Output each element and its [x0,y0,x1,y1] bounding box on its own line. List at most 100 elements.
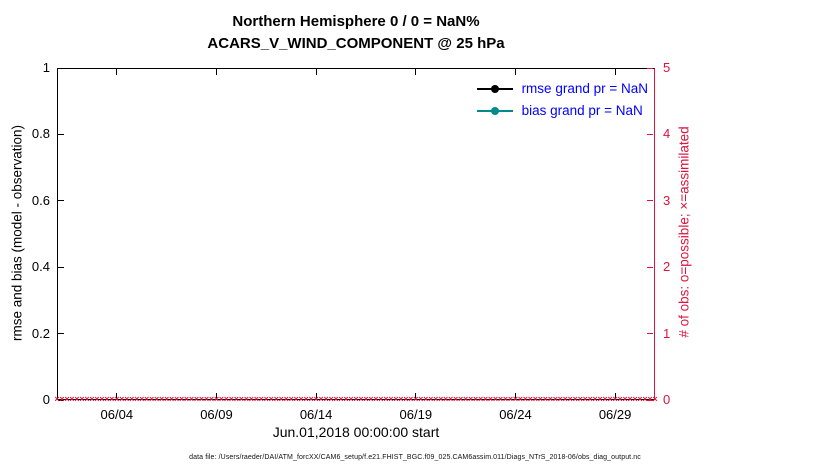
left-y-tick-mark [58,399,64,401]
obs-count-marker: × [283,394,289,404]
obs-count-marker: × [567,394,573,404]
obs-count-marker: × [338,394,344,404]
right-y-tick-label: 3 [663,192,671,208]
right-y-tick-mark [647,133,653,135]
obs-count-marker: × [154,394,160,404]
right-y-tick-mark [647,67,653,69]
obs-count-marker: × [139,394,145,404]
legend: rmse grand pr = NaN bias grand pr = NaN [476,81,648,118]
obs-count-marker: × [94,394,100,404]
obs-count-marker: × [173,394,180,404]
obs-count-marker: × [378,394,384,404]
obs-count-marker: × [208,394,215,404]
obs-count-marker: × [622,394,628,404]
x-tick-mark-top [315,69,317,75]
obs-count-marker: × [592,394,598,404]
obs-count-marker: × [408,394,414,404]
obs-count-marker: × [353,394,359,404]
obs-count-marker: × [602,394,608,404]
obs-count-marker: × [532,394,539,404]
obs-count-marker: × [288,394,294,404]
obs-count-marker: × [159,394,165,404]
obs-count-marker: × [492,394,499,404]
right-y-axis-label: # of obs: o=possible; ×=assimilated [676,126,692,338]
obs-count-marker: × [104,394,110,404]
x-tick-mark-top [614,69,616,75]
obs-count-marker: × [64,394,70,404]
obs-count-marker: × [273,394,279,404]
obs-count-marker: × [178,394,185,404]
obs-count-marker: × [552,394,558,404]
right-y-tick-label: 1 [663,325,671,341]
obs-count-marker: × [497,394,504,404]
obs-count-marker: × [99,394,105,404]
x-tick-label: 06/29 [598,407,632,422]
legend-item-rmse: rmse grand pr = NaN [476,81,648,96]
x-tick-mark-top [514,69,516,75]
obs-count-marker: × [258,394,264,404]
obs-count-marker: × [423,394,429,404]
obs-count-marker: × [188,394,195,404]
obs-count-marker: × [218,394,225,404]
obs-count-marker: × [577,394,583,404]
right-y-tick-label: 4 [663,126,671,142]
obs-count-marker: × [69,394,75,404]
obs-count-marker: × [542,394,548,404]
obs-count-marker: × [472,394,479,404]
obs-count-marker: × [333,394,339,404]
obs-count-marker: × [502,394,509,404]
obs-count-marker: × [448,394,454,404]
right-y-tick-label: 2 [663,259,671,275]
left-y-tick-label: 0.6 [31,192,50,208]
x-tick-mark-top [215,69,217,75]
obs-count-marker: × [293,394,299,404]
right-y-tick-mark [647,266,653,268]
x-tick-mark [415,393,417,399]
obs-count-marker: × [443,394,449,404]
obs-count-marker: × [278,394,284,404]
legend-item-bias: bias grand pr = NaN [476,103,643,118]
obs-count-marker: × [642,394,648,404]
obs-count-marker: × [323,394,329,404]
x-tick-label: 06/19 [399,407,433,422]
obs-count-marker: × [343,394,349,404]
obs-count-marker: × [198,394,205,404]
obs-count-marker: × [318,394,324,404]
obs-count-marker: × [348,394,354,404]
obs-count-marker: × [363,394,369,404]
x-tick-label: 06/24 [499,407,532,422]
obs-count-marker: × [373,394,379,404]
obs-count-marker: × [213,394,220,404]
obs-count-marker: × [149,394,155,404]
x-tick-mark [116,393,118,399]
obs-count-marker: × [183,394,190,404]
obs-count-marker: × [572,394,578,404]
obs-count-marker: × [418,394,424,404]
right-y-tick-label: 0 [663,392,671,407]
obs-count-marker: × [328,394,334,404]
obs-count-marker: × [597,394,603,404]
x-tick-mark [614,393,616,399]
x-tick-mark [315,393,317,399]
obs-count-marker: × [368,394,374,404]
obs-count-marker: × [313,394,319,404]
obs-count-marker: × [89,394,95,404]
obs-count-marker: × [612,394,618,404]
obs-count-marker: × [129,394,135,404]
obs-count-marker: × [268,394,274,404]
obs-count-marker: × [358,394,364,404]
x-tick-label: 06/09 [200,407,233,422]
chart-title: Northern Hemisphere 0 / 0 = NaN% [232,13,480,30]
x-tick-mark [215,393,217,399]
x-tick-mark [514,393,516,399]
obs-count-marker: × [647,394,653,404]
obs-count-marker: × [119,394,125,404]
obs-count-marker: × [562,394,568,404]
obs-count-marker: × [134,394,140,404]
obs-count-marker: × [487,394,494,404]
obs-count-marker: × [467,394,474,404]
obs-count-marker: × [507,394,514,404]
obs-count-marker: × [522,394,529,404]
x-tick-mark-top [415,69,417,75]
